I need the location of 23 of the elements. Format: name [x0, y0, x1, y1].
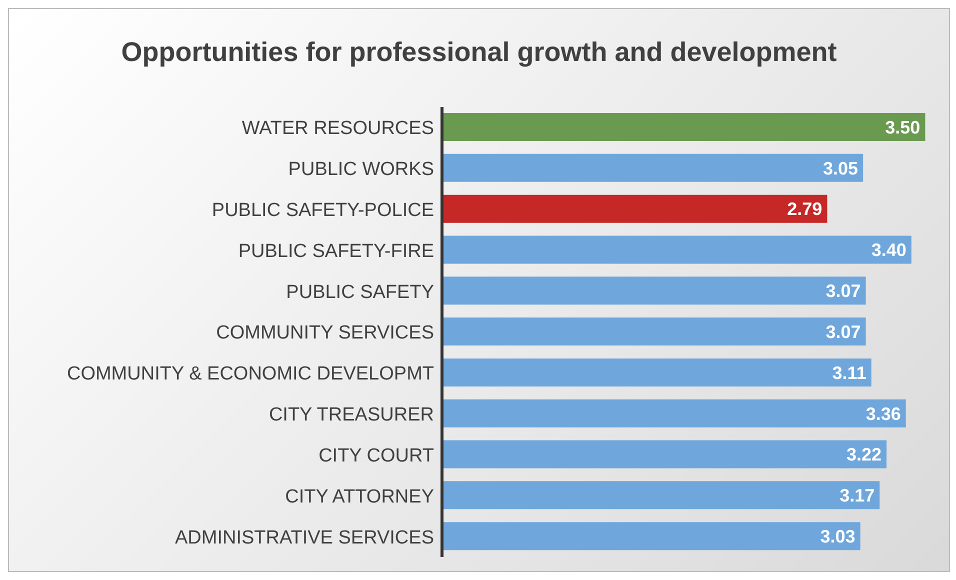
y-tick-label: CITY TREASURER [268, 404, 434, 426]
y-tick-label: COMMUNITY & ECONOMIC DEVELOPMT [66, 364, 434, 385]
y-tick-label: PUBLIC SAFETY-FIRE [238, 240, 434, 262]
data-label: 3.07 [826, 322, 861, 342]
data-label: 3.22 [846, 444, 882, 465]
y-tick-label: CITY ATTORNEY [285, 486, 434, 508]
data-label: 3.03 [820, 526, 856, 546]
data-label: 3.11 [832, 362, 866, 383]
data-label: 3.17 [840, 486, 875, 506]
y-tick-label: PUBLIC SAFETY [286, 282, 434, 303]
y-tick-label: CITY COURT [318, 445, 434, 466]
y-tick-label: ADMINISTRATIVE SERVICES [174, 527, 434, 548]
data-label: 3.36 [866, 404, 901, 424]
chart-title: Opportunities for professional growth and development [120, 36, 838, 69]
data-label: 2.79 [787, 199, 822, 220]
y-tick-label: PUBLIC WORKS [288, 159, 434, 180]
data-label: 3.50 [885, 117, 920, 138]
y-tick-label: COMMUNITY SERVICES [216, 322, 434, 344]
data-label: 3.05 [823, 158, 858, 178]
y-tick-label: WATER RESOURCES [242, 118, 434, 140]
data-label: 3.07 [826, 281, 861, 302]
data-label: 3.40 [871, 240, 906, 260]
y-tick-label: PUBLIC SAFETY-POLICE [212, 200, 434, 222]
